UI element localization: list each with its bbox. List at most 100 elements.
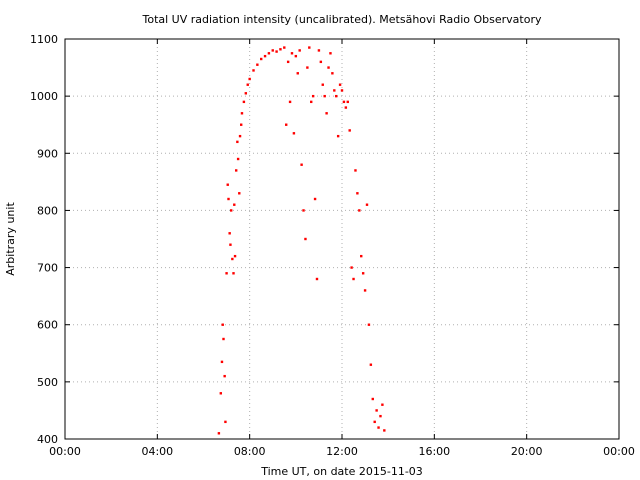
data-point xyxy=(231,257,234,261)
y-tick-label: 900 xyxy=(37,147,58,160)
data-point xyxy=(333,89,336,92)
data-point xyxy=(230,209,233,212)
x-tick-label: 12:00 xyxy=(326,445,358,458)
axis-ticks: 00:00 04:00 08:00 12:00 16:00 20:00 00:0040050… xyxy=(30,33,635,458)
data-point xyxy=(236,157,240,161)
data-point xyxy=(360,254,363,258)
data-point xyxy=(252,69,255,72)
data-point xyxy=(344,106,348,109)
data-point xyxy=(217,432,221,435)
data-point xyxy=(379,414,382,418)
data-point xyxy=(361,272,365,275)
data-point xyxy=(375,409,378,412)
data-point xyxy=(248,77,251,81)
data-point xyxy=(373,420,376,424)
chart-title: Total UV radiation intensity (uncalibrat… xyxy=(142,13,542,26)
data-point xyxy=(238,134,242,138)
data-point xyxy=(236,140,239,144)
data-point xyxy=(275,50,278,53)
data-point xyxy=(331,72,334,75)
data-point xyxy=(227,197,230,201)
data-point xyxy=(225,272,228,275)
data-point xyxy=(300,163,303,166)
data-point xyxy=(226,183,229,186)
data-point xyxy=(340,89,344,92)
data-point xyxy=(377,426,380,429)
data-point xyxy=(304,237,307,241)
data-point xyxy=(220,360,224,364)
data-point xyxy=(298,49,301,52)
x-tick-label: 16:00 xyxy=(418,445,450,458)
data-point xyxy=(244,92,248,95)
data-point xyxy=(367,323,371,326)
data-point xyxy=(233,254,237,258)
data-point xyxy=(296,72,299,75)
data-point xyxy=(354,169,357,172)
data-point xyxy=(338,83,342,86)
data-point xyxy=(323,94,326,98)
data-point xyxy=(317,49,321,52)
grid xyxy=(65,39,619,439)
data-point xyxy=(383,429,386,432)
data-point xyxy=(283,46,286,49)
x-tick-label: 00:00 xyxy=(603,445,635,458)
data-point xyxy=(336,134,340,138)
data-point xyxy=(235,169,238,172)
data-point xyxy=(242,100,246,104)
data-point xyxy=(356,192,359,195)
data-point xyxy=(229,243,232,246)
x-tick-label: 08:00 xyxy=(234,445,266,458)
data-point xyxy=(246,83,249,86)
y-tick-label: 500 xyxy=(37,376,58,389)
data-point xyxy=(358,209,361,212)
data-point xyxy=(232,272,235,275)
data-point xyxy=(219,392,223,395)
data-point xyxy=(238,192,241,195)
data-point xyxy=(233,203,236,206)
data-point xyxy=(381,403,384,406)
data-point xyxy=(256,63,259,66)
data-points xyxy=(217,46,386,435)
data-point xyxy=(263,54,267,58)
x-tick-label: 20:00 xyxy=(511,445,543,458)
data-point xyxy=(223,374,226,378)
data-point xyxy=(228,232,231,235)
data-point xyxy=(302,209,305,212)
data-point xyxy=(319,60,323,64)
data-point xyxy=(363,289,367,292)
data-point xyxy=(352,277,355,281)
data-point xyxy=(222,337,225,341)
data-point xyxy=(271,49,274,52)
data-point xyxy=(342,100,346,104)
data-point xyxy=(310,100,313,104)
data-point xyxy=(329,52,332,55)
data-point xyxy=(365,203,369,206)
data-point xyxy=(267,52,271,55)
data-point xyxy=(292,132,296,135)
data-point xyxy=(279,48,282,51)
data-point xyxy=(321,83,324,86)
data-point xyxy=(288,100,292,104)
data-point xyxy=(371,397,374,401)
data-point xyxy=(294,54,298,58)
y-tick-label: 700 xyxy=(37,262,58,275)
data-point xyxy=(260,57,263,61)
y-tick-label: 400 xyxy=(37,433,58,446)
data-point xyxy=(335,94,338,98)
data-point xyxy=(308,46,311,49)
x-tick-label: 04:00 xyxy=(141,445,173,458)
data-point xyxy=(315,277,319,281)
data-point xyxy=(327,66,330,69)
y-tick-label: 600 xyxy=(37,319,58,332)
data-point xyxy=(348,129,351,132)
data-point xyxy=(369,363,373,366)
data-point xyxy=(346,100,349,104)
x-axis-label: Time UT, on date 2015-11-03 xyxy=(260,465,423,478)
y-axis-label: Arbitrary unit xyxy=(4,202,17,276)
data-point xyxy=(313,197,317,201)
y-tick-label: 800 xyxy=(37,204,58,217)
data-point xyxy=(311,94,315,98)
data-point xyxy=(286,60,290,64)
data-point xyxy=(306,66,309,69)
